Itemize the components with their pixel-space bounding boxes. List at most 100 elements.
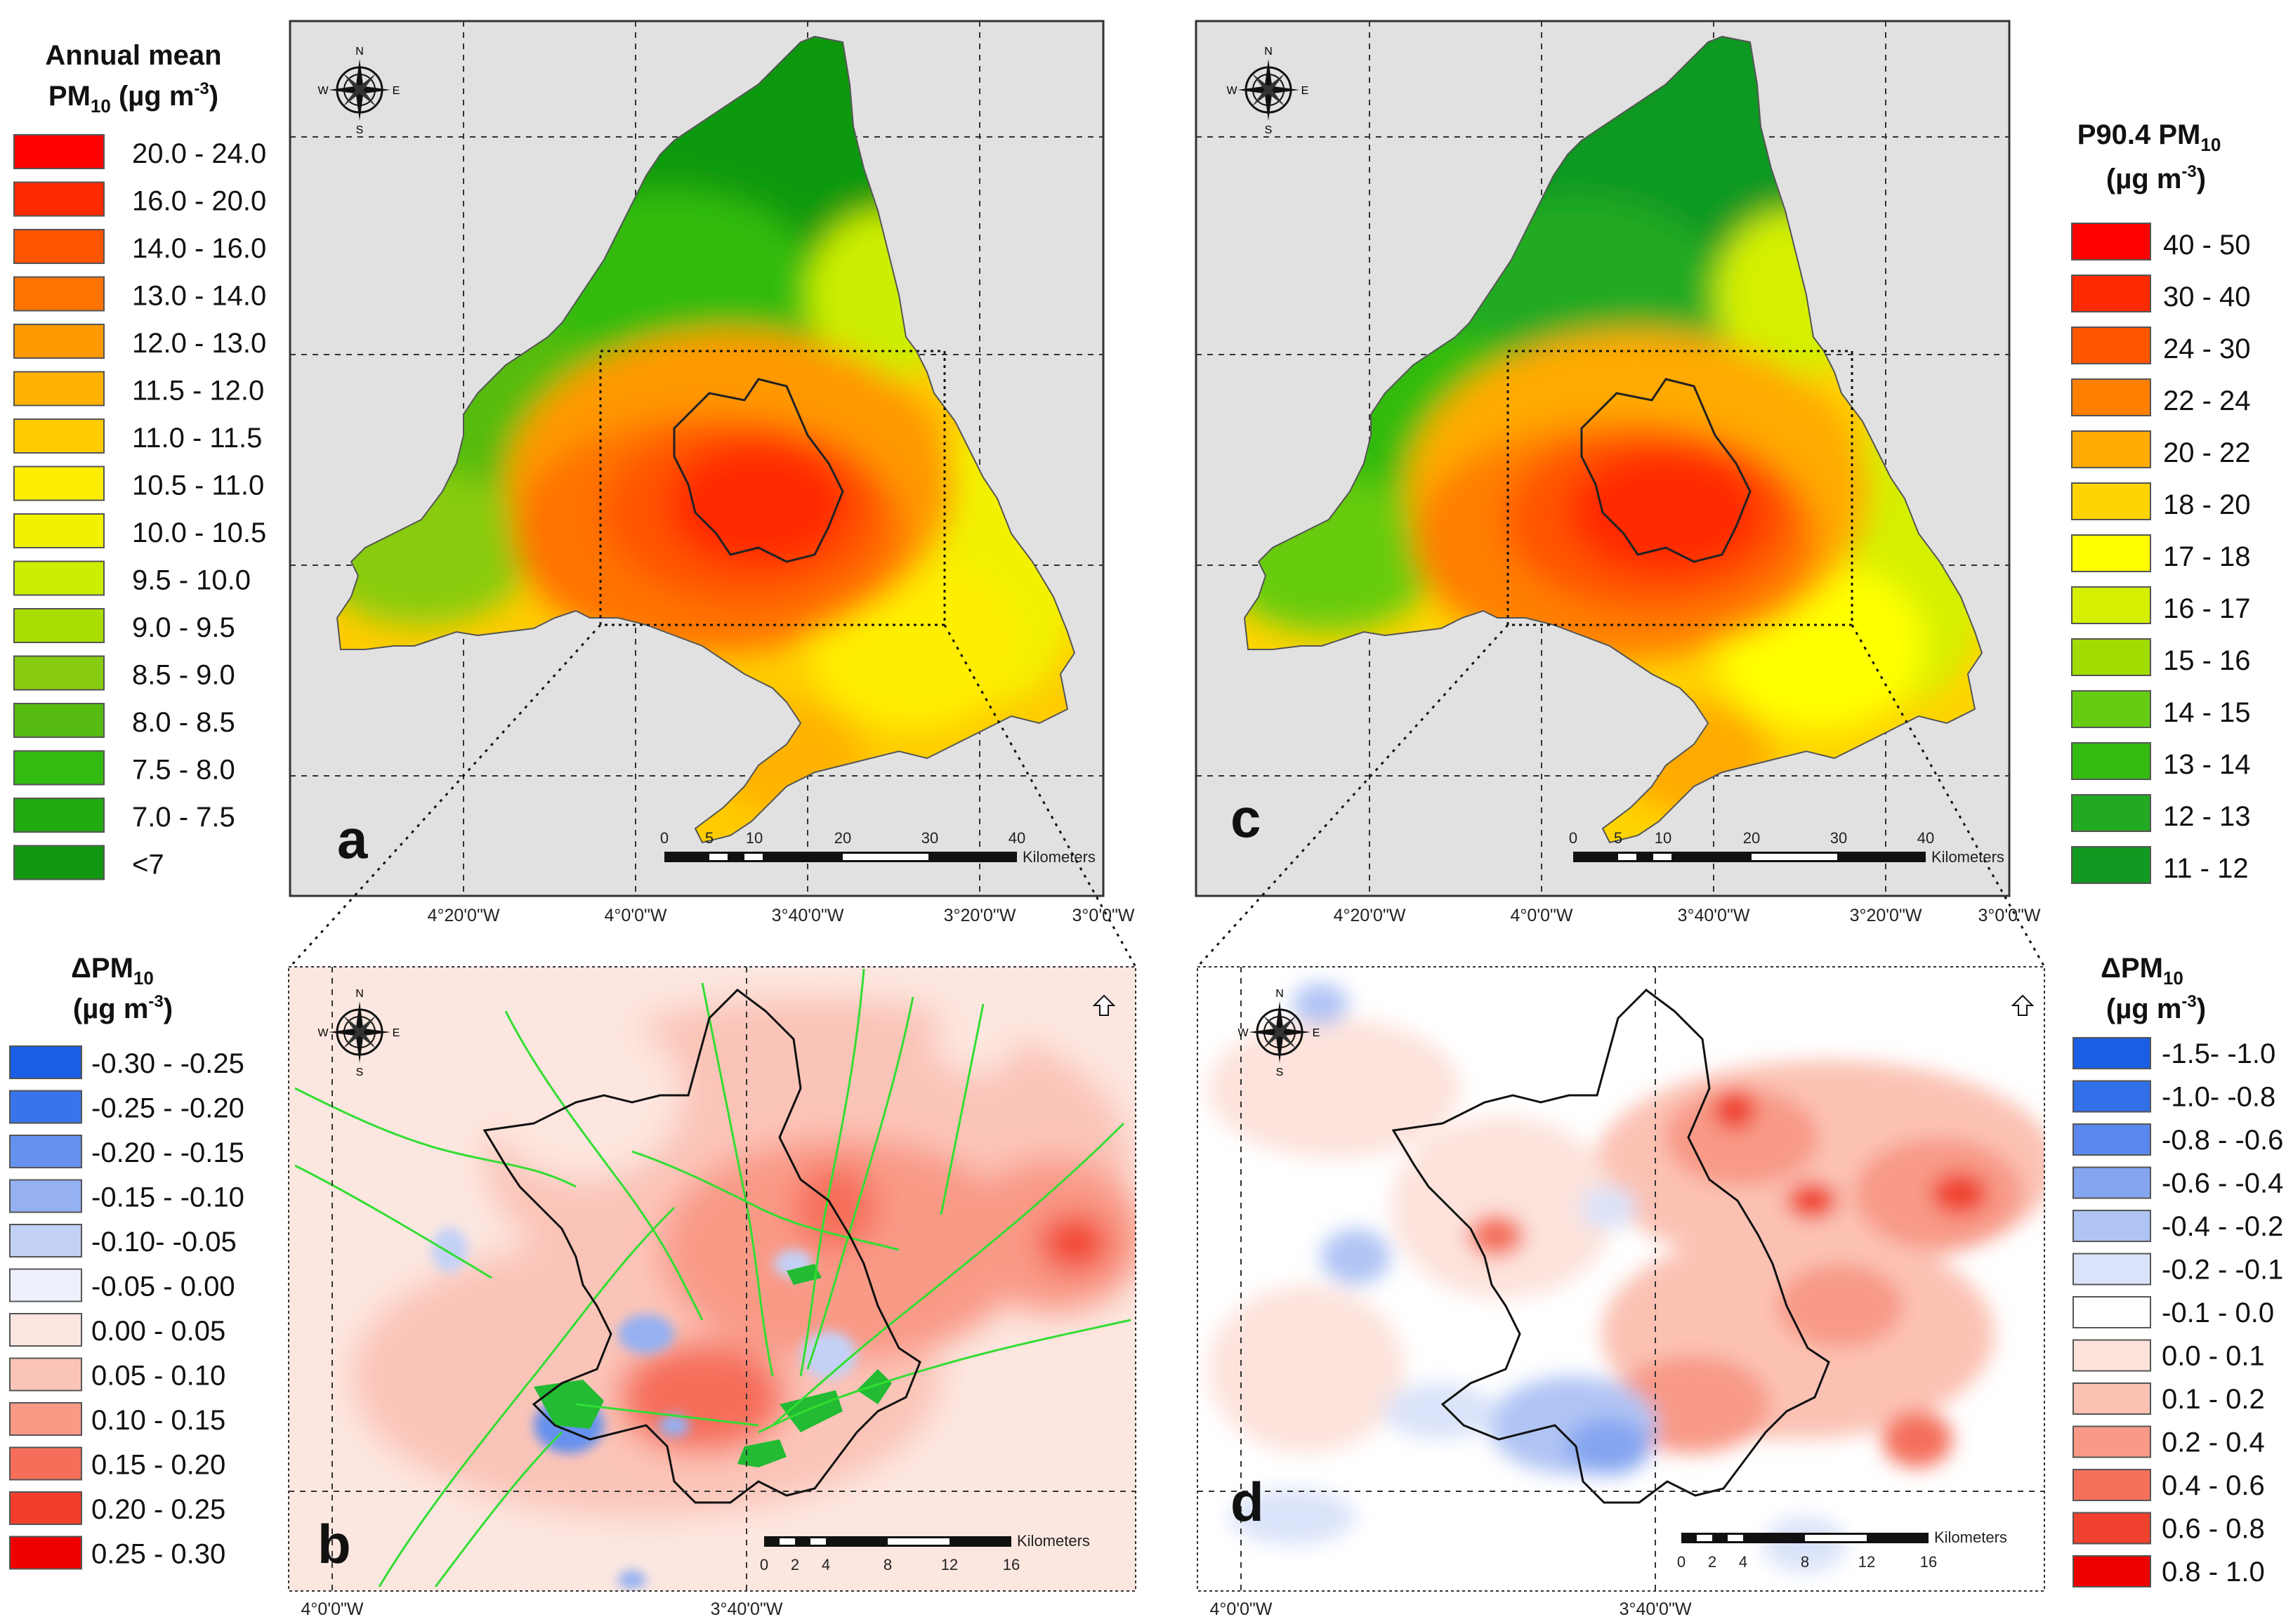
- scale-tick-2: 2: [791, 1556, 799, 1573]
- legend-d-title-line2: (µg m-3): [2106, 992, 2206, 1024]
- axis-ticks-c: 4°20'0"W 4°0'0"W 3°40'0"W 3°20'0"W 3°0'0…: [1334, 906, 2041, 925]
- panel-c: N S E W c 0 5 10 20 30 40 Kilometers 4°2…: [1195, 20, 2041, 925]
- compass-e: E: [393, 85, 400, 97]
- legend-label: -0.30 - -0.25: [91, 1048, 244, 1079]
- legend-label: 8.5 - 9.0: [132, 660, 235, 691]
- legend-swatch: [9, 1446, 82, 1481]
- scale-tick-40: 40: [1009, 829, 1025, 847]
- legend-label: 18 - 20: [2163, 489, 2251, 520]
- compass-e: E: [1313, 1027, 1320, 1039]
- tick-4-0w: 4°0'0"W: [1210, 1599, 1273, 1619]
- legend-label: 0.20 - 0.25: [91, 1494, 225, 1525]
- legend-swatch: [2071, 430, 2151, 468]
- legend-swatch: [9, 1224, 82, 1257]
- legend-swatch: [13, 608, 105, 643]
- compass-rose-icon: N S E W: [1237, 988, 1320, 1078]
- legend-label: 9.5 - 10.0: [132, 565, 251, 596]
- legend-swatch: [2072, 1296, 2151, 1328]
- legend-swatch: [9, 1090, 82, 1124]
- scale-tick-12: 12: [941, 1556, 958, 1573]
- legend-label: -1.5- -1.0: [2162, 1038, 2275, 1069]
- scale-unit: Kilometers: [1931, 848, 2004, 866]
- legend-swatch: [2072, 1080, 2151, 1113]
- compass-w: W: [317, 85, 329, 97]
- legend-delta-d: ΔPM10 (µg m-3) -1.5- -1.0 -1.0- -0.8 -0.8 …: [2072, 953, 2283, 1587]
- legend-swatch: [13, 513, 105, 548]
- tick-4-0w: 4°0'0"W: [605, 906, 667, 925]
- legend-swatch: [2072, 1382, 2151, 1415]
- legend-swatch: [2071, 846, 2151, 884]
- scale-tick-4: 4: [822, 1556, 830, 1573]
- legend-label: -0.6 - -0.4: [2162, 1168, 2283, 1199]
- legend-swatch: [13, 418, 105, 454]
- panel-a: N S E W a 0 5 10 20 30 40 Kilometers 4°2…: [289, 20, 1135, 925]
- legend-swatch: [2071, 690, 2151, 728]
- panel-letter-a: a: [337, 808, 368, 870]
- tick-3-0w: 3°0'0"W: [1978, 906, 2041, 925]
- scalebar-c: 0 5 10 20 30 40 Kilometers: [1569, 829, 2004, 866]
- legend-label: 8.0 - 8.5: [132, 707, 235, 738]
- scale-tick-5: 5: [1614, 829, 1622, 847]
- legend-swatch: [13, 371, 105, 407]
- legend-b-title-line2: (µg m-3): [73, 992, 173, 1024]
- tick-3-0w: 3°0'0"W: [1072, 906, 1135, 925]
- legend-annual-mean: Annual mean PM10 (µg m-3) 20.0 - 24.0 16.…: [13, 40, 266, 880]
- legend-label: 7.0 - 7.5: [132, 802, 235, 833]
- legend-swatch: [2071, 482, 2151, 520]
- legend-swatch: [2071, 326, 2151, 364]
- legend-label: 0.15 - 0.20: [91, 1450, 225, 1481]
- legend-label: 0.05 - 0.10: [91, 1361, 225, 1392]
- scale-unit: Kilometers: [1934, 1529, 2007, 1546]
- scalebar-b: 0 2 4 8 12 16 Kilometers: [760, 1532, 1090, 1573]
- legend-swatch: [9, 1536, 82, 1570]
- map-frame-d: [1197, 966, 2045, 1592]
- scale-tick-20: 20: [834, 829, 851, 847]
- legend-label: 22 - 24: [2163, 385, 2251, 416]
- legend-label: -0.2 - -0.1: [2162, 1255, 2283, 1286]
- legend-label: 0.0 - 0.1: [2162, 1341, 2265, 1372]
- legend-swatch: [13, 655, 105, 691]
- madrid-city-boundary-d: [1391, 989, 1830, 1504]
- north-arrow-icon: [2011, 994, 2035, 1016]
- legend-swatch: [2072, 1555, 2151, 1587]
- legend-swatch: [2071, 223, 2151, 260]
- legend-swatch: [2072, 1037, 2151, 1069]
- tick-4-20w: 4°20'0"W: [1334, 906, 1406, 925]
- zoom-connectors: [289, 623, 2046, 968]
- legend-label: 0.2 - 0.4: [2162, 1427, 2265, 1458]
- madrid-city-boundary-b: [482, 989, 921, 1504]
- legend-label: 13.0 - 14.0: [132, 281, 266, 312]
- legend-a-title-line2: PM10 (µg m-3): [48, 79, 218, 117]
- legend-label: 7.5 - 8.0: [132, 755, 235, 786]
- legend-swatch: [9, 1179, 82, 1213]
- legend-swatch: [2072, 1512, 2151, 1545]
- axis-ticks-d: 4°0'0"W 3°40'0"W: [1210, 1599, 1692, 1619]
- legend-label: 16.0 - 20.0: [132, 186, 266, 217]
- legend-label: 0.4 - 0.6: [2162, 1470, 2265, 1501]
- scale-tick-10: 10: [1655, 829, 1671, 847]
- legend-swatch: [9, 1402, 82, 1436]
- tick-4-20w: 4°20'0"W: [428, 906, 500, 925]
- legend-swatch: [2071, 275, 2151, 312]
- legend-c-title-line2: (µg m-3): [2106, 162, 2206, 194]
- legend-swatch: [2072, 1210, 2151, 1242]
- legend-label: 12 - 13: [2163, 801, 2251, 832]
- legend-swatch: [2072, 1253, 2151, 1286]
- legend-label: 20 - 22: [2163, 437, 2251, 468]
- legend-label: 14.0 - 16.0: [132, 233, 266, 264]
- madrid-city-boundary-a: [673, 378, 844, 563]
- panel-letter-d: d: [1230, 1471, 1264, 1533]
- tick-3-20w: 3°20'0"W: [1850, 906, 1922, 925]
- legend-label: <7: [132, 850, 164, 880]
- legend-swatch: [13, 181, 105, 217]
- legend-label: 9.0 - 9.5: [132, 612, 235, 643]
- legend-label: -0.05 - 0.00: [91, 1272, 235, 1302]
- scale-tick-0: 0: [1677, 1553, 1686, 1571]
- legend-swatch: [9, 1045, 82, 1079]
- legend-label: -0.15 - -0.10: [91, 1182, 244, 1213]
- legend-label: -0.25 - -0.20: [91, 1093, 244, 1124]
- panel-letter-c: c: [1230, 787, 1261, 849]
- legend-swatch: [13, 798, 105, 833]
- legend-label: -0.1 - 0.0: [2162, 1298, 2274, 1328]
- legend-p904: P90.4 PM10 (µg m-3) 40 - 50 30 - 40 24 - 3…: [2071, 119, 2251, 884]
